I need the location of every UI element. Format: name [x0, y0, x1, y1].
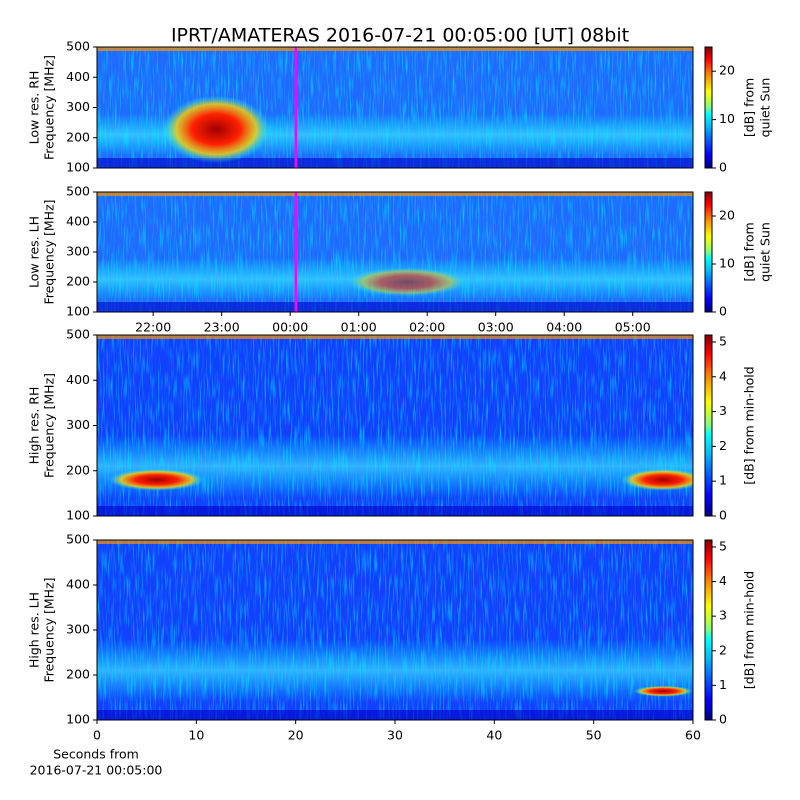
y-tick-label: 200 — [66, 667, 90, 682]
x-tick-label: 60 — [685, 728, 701, 743]
y-tick-label: 400 — [66, 214, 90, 229]
noise — [97, 335, 693, 516]
top-band — [97, 192, 693, 196]
colorbar — [704, 539, 713, 721]
x-tick-label: 23:00 — [204, 320, 240, 335]
colorbar-label: [dB] from — [742, 222, 757, 281]
x-tick-label: 30 — [387, 728, 403, 743]
spectrogram — [97, 335, 693, 516]
colorbar — [704, 191, 713, 313]
y-axis-label: Low res. RH — [27, 71, 42, 145]
x-tick-label: 20 — [288, 728, 304, 743]
y-tick-label: 300 — [66, 622, 90, 637]
x-tick-label: 04:00 — [546, 320, 582, 335]
top-band — [97, 47, 693, 51]
x-axis-label: Seconds from — [53, 747, 139, 762]
y-axis-label: High res. LH — [27, 592, 42, 668]
colorbar — [704, 334, 713, 517]
colorbar-label: [dB] from min-hold — [742, 571, 757, 689]
noise — [97, 540, 693, 720]
y-tick-label: 100 — [66, 508, 90, 523]
burst — [633, 685, 693, 697]
spectrogram — [97, 540, 693, 720]
y-tick-label: 500 — [66, 184, 90, 199]
x-tick-label: 50 — [586, 728, 602, 743]
colorbar-label: [dB] from — [742, 78, 757, 137]
colorbar-label: [dB] from min-hold — [742, 366, 757, 484]
y-tick-label: 300 — [66, 244, 90, 259]
colorbar-tick-label: 5 — [719, 333, 727, 348]
colorbar-tick-label: 4 — [719, 368, 727, 383]
y-tick-label: 500 — [66, 327, 90, 342]
x-tick-label: 0 — [93, 728, 101, 743]
y-tick-label: 500 — [66, 532, 90, 547]
colorbar-tick-label: 10 — [719, 256, 735, 271]
x-tick-label: 10 — [188, 728, 204, 743]
colorbar-tick-label: 2 — [719, 642, 727, 657]
y-tick-label: 200 — [66, 462, 90, 477]
burst — [162, 95, 270, 164]
bottom-band — [97, 302, 693, 312]
y-axis-label: Frequency [MHz] — [42, 55, 57, 160]
y-tick-label: 400 — [66, 372, 90, 387]
colorbar-tick-label: 20 — [719, 63, 735, 78]
x-tick-label: 22:00 — [135, 320, 171, 335]
top-band — [97, 540, 693, 544]
x-tick-label: 05:00 — [615, 320, 651, 335]
y-tick-label: 400 — [66, 69, 90, 84]
x-tick-label: 02:00 — [409, 320, 445, 335]
colorbar — [704, 46, 713, 169]
y-tick-label: 500 — [66, 39, 90, 54]
y-tick-label: 100 — [66, 712, 90, 727]
y-axis-label: Low res. LH — [27, 216, 42, 288]
spectrogram — [97, 192, 693, 312]
x-tick-label: 03:00 — [478, 320, 514, 335]
colorbar-tick-label: 1 — [719, 677, 727, 692]
y-axis-label: High res. RH — [27, 387, 42, 465]
y-tick-label: 300 — [66, 417, 90, 432]
colorbar-tick-label: 1 — [719, 473, 727, 488]
bottom-band — [97, 710, 693, 720]
bottom-band — [97, 158, 693, 168]
y-axis-label: Frequency [MHz] — [42, 577, 57, 682]
y-tick-label: 200 — [66, 129, 90, 144]
colorbar-tick-label: 2 — [719, 438, 727, 453]
burst — [621, 468, 693, 491]
colorbar-tick-label: 4 — [719, 573, 727, 588]
burst — [108, 468, 205, 491]
colorbar-tick-label: 0 — [719, 712, 727, 727]
y-tick-label: 400 — [66, 577, 90, 592]
y-tick-label: 100 — [66, 160, 90, 175]
colorbar-tick-label: 0 — [719, 508, 727, 523]
colorbar-tick-label: 0 — [719, 304, 727, 319]
y-tick-label: 300 — [66, 99, 90, 114]
x-tick-label: 40 — [486, 728, 502, 743]
colorbar-tick-label: 20 — [719, 208, 735, 223]
colorbar-tick-label: 0 — [719, 160, 727, 175]
colorbar-label: quiet Sun — [758, 222, 773, 282]
top-band — [97, 335, 693, 339]
y-axis-label: Frequency [MHz] — [42, 373, 57, 478]
x-tick-label: 00:00 — [272, 320, 308, 335]
chart-title: IPRT/AMATERAS 2016-07-21 00:05:00 [UT] 0… — [171, 25, 629, 47]
y-tick-label: 200 — [66, 274, 90, 289]
x-tick-label: 01:00 — [341, 320, 377, 335]
y-axis-label: Frequency [MHz] — [42, 199, 57, 304]
colorbar-tick-label: 10 — [719, 111, 735, 126]
spectrogram — [97, 47, 693, 168]
colorbar-label: quiet Sun — [758, 78, 773, 138]
colorbar-tick-label: 3 — [719, 403, 727, 418]
colorbar-tick-label: 3 — [719, 608, 727, 623]
burst — [347, 267, 467, 297]
x-axis-label: 2016-07-21 00:05:00 — [30, 763, 163, 778]
colorbar-tick-label: 5 — [719, 538, 727, 553]
bottom-band — [97, 506, 693, 516]
y-tick-label: 100 — [66, 304, 90, 319]
